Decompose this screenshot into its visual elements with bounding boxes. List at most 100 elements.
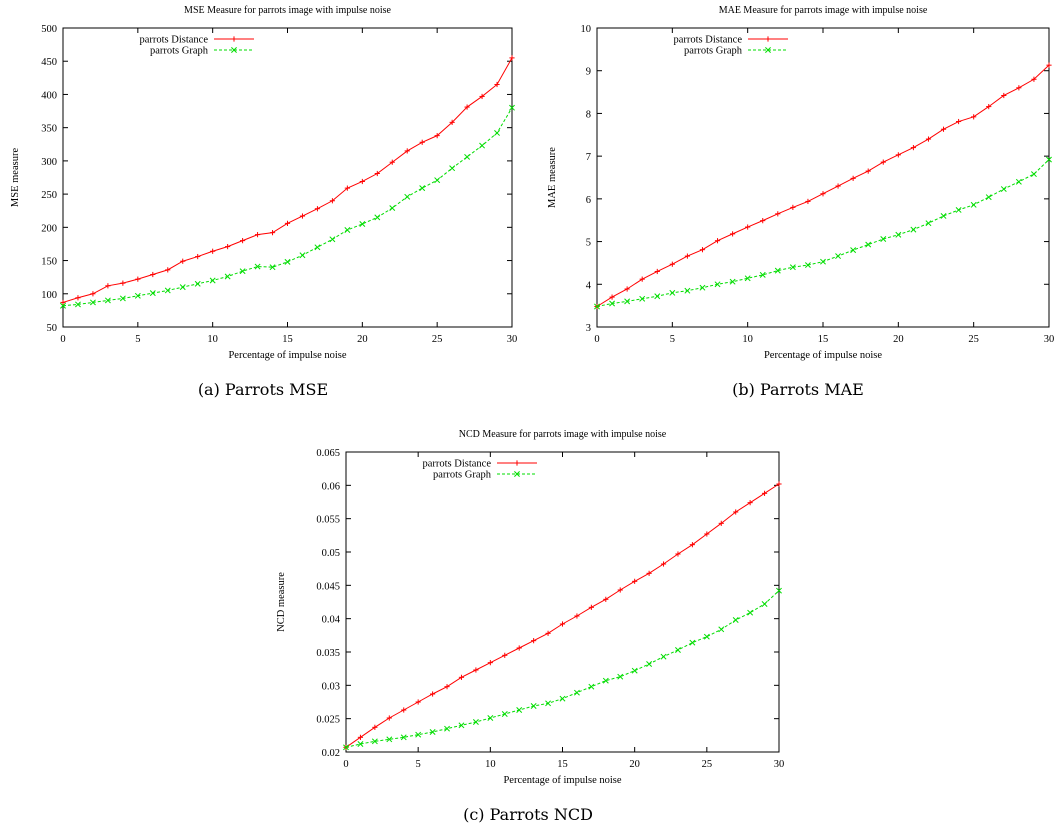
data-point xyxy=(588,683,595,690)
data-point xyxy=(401,707,407,713)
data-point xyxy=(509,55,515,61)
data-point xyxy=(654,293,661,300)
data-point xyxy=(684,287,691,294)
data-point xyxy=(718,626,725,633)
data-point xyxy=(609,294,615,300)
data-point xyxy=(865,241,872,248)
x-tick-label: 15 xyxy=(818,334,829,345)
x-tick-label: 10 xyxy=(207,334,218,345)
data-point xyxy=(733,509,739,515)
x-tick-label: 20 xyxy=(893,334,904,345)
data-point xyxy=(545,700,552,707)
data-point xyxy=(985,194,992,201)
data-point xyxy=(850,247,857,254)
data-point xyxy=(119,295,126,302)
data-point xyxy=(955,207,962,213)
data-point xyxy=(559,621,566,627)
data-point xyxy=(732,617,739,623)
data-point xyxy=(654,268,660,275)
data-point xyxy=(449,119,455,125)
data-point xyxy=(602,677,609,684)
data-point xyxy=(472,719,479,725)
data-point xyxy=(210,248,216,254)
y-tick-label: 0.035 xyxy=(316,648,340,659)
data-point xyxy=(150,271,156,278)
data-point xyxy=(239,268,246,275)
legend-marker xyxy=(514,471,520,477)
series-line xyxy=(62,57,513,303)
y-tick-label: 6 xyxy=(586,195,591,206)
data-point xyxy=(1001,92,1007,99)
data-point xyxy=(660,561,667,567)
data-point xyxy=(703,633,710,640)
data-point xyxy=(329,236,336,243)
data-point xyxy=(776,587,782,594)
data-point xyxy=(473,667,479,673)
legend-label: parrots Graph xyxy=(433,470,492,481)
data-point xyxy=(60,299,66,306)
data-point xyxy=(284,220,291,226)
x-tick-label: 5 xyxy=(135,334,140,345)
series-line xyxy=(345,590,780,748)
data-point xyxy=(646,570,652,576)
data-point xyxy=(790,204,796,210)
y-tick-label: 5 xyxy=(586,238,591,249)
data-point xyxy=(357,741,364,747)
data-point xyxy=(718,520,724,526)
y-tick-label: 500 xyxy=(41,24,57,35)
legend-marker xyxy=(765,36,771,42)
data-point xyxy=(684,253,690,259)
data-point xyxy=(105,283,111,289)
data-point xyxy=(669,261,675,267)
data-point xyxy=(1046,156,1052,163)
data-point xyxy=(956,118,962,125)
data-point xyxy=(501,711,508,717)
data-point xyxy=(760,218,766,224)
data-point xyxy=(254,263,261,270)
chart-title: MAE Measure for parrots image with impul… xyxy=(719,5,928,16)
x-tick-label: 0 xyxy=(343,759,348,770)
data-point xyxy=(1031,76,1037,82)
data-point xyxy=(820,258,826,265)
data-point xyxy=(804,262,811,269)
data-point xyxy=(775,211,781,217)
series-line xyxy=(596,159,1050,307)
series-1 xyxy=(60,104,515,309)
data-point xyxy=(149,290,156,297)
data-point xyxy=(895,231,902,238)
y-tick-label: 0.02 xyxy=(322,748,340,759)
legend-marker xyxy=(231,47,237,53)
data-point xyxy=(254,232,261,238)
data-point xyxy=(329,198,335,204)
data-point xyxy=(835,183,841,189)
x-tick-label: 0 xyxy=(60,334,65,345)
x-tick-label: 25 xyxy=(702,759,713,770)
data-point xyxy=(1030,171,1037,178)
data-point xyxy=(487,660,493,666)
data-point xyxy=(774,267,781,274)
data-point xyxy=(631,667,638,674)
y-tick-label: 0.04 xyxy=(322,615,341,626)
y-tick-label: 150 xyxy=(41,257,57,268)
data-point xyxy=(617,673,624,680)
data-point xyxy=(89,299,96,306)
data-point xyxy=(180,258,186,264)
data-point xyxy=(389,205,396,212)
data-point xyxy=(910,145,916,151)
data-point xyxy=(970,201,977,208)
data-point xyxy=(195,253,201,260)
data-point xyxy=(372,724,378,730)
y-axis-label: MSE measure xyxy=(10,148,21,208)
data-point xyxy=(761,601,768,607)
series-0 xyxy=(343,481,782,750)
data-point xyxy=(573,689,580,696)
data-point xyxy=(458,722,465,729)
y-tick-label: 0.05 xyxy=(322,548,340,559)
y-tick-label: 0.065 xyxy=(316,448,340,459)
data-point xyxy=(458,674,465,680)
data-point xyxy=(224,273,231,280)
plot-frame xyxy=(62,27,513,328)
plot-frame xyxy=(596,27,1050,328)
data-point xyxy=(389,159,395,165)
data-point xyxy=(430,691,436,697)
